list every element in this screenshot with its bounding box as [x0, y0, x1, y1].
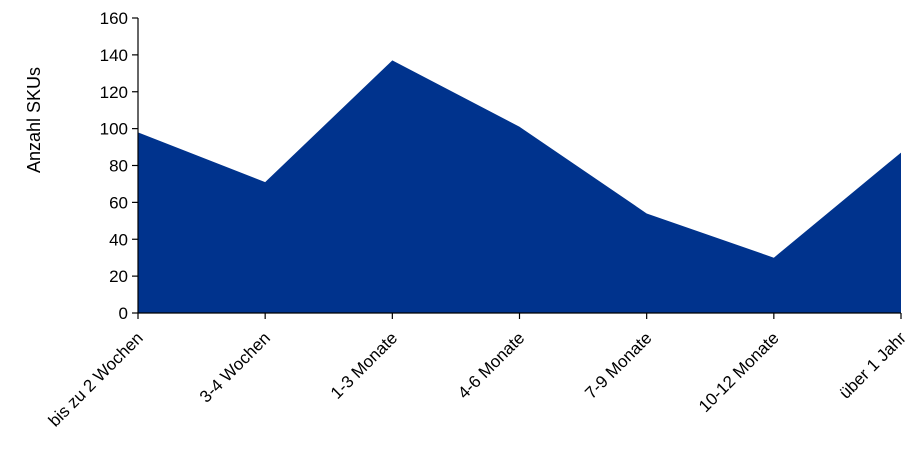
x-tick-label: 10-12 Monate — [695, 328, 783, 416]
y-tick-label: 100 — [100, 120, 128, 139]
y-tick-label: 60 — [109, 193, 128, 212]
x-tick-label: bis zu 2 Wochen — [45, 328, 147, 430]
y-tick-label: 160 — [100, 9, 128, 28]
y-tick-label: 140 — [100, 46, 128, 65]
y-ticks: 0 20 40 60 80 100 120 140 160 — [100, 9, 138, 323]
y-tick-label: 20 — [109, 267, 128, 286]
x-tick-label: 1-3 Monate — [327, 328, 401, 402]
y-tick-label: 120 — [100, 83, 128, 102]
area-layer — [138, 60, 901, 313]
area-series-1 — [138, 60, 901, 313]
x-tick-label: 3-4 Wochen — [196, 328, 274, 406]
x-ticks: bis zu 2 Wochen 3-4 Wochen 1-3 Monate 4-6 M… — [45, 313, 907, 430]
x-tick-label: über 1 Jahr — [836, 328, 907, 402]
y-tick-label: 0 — [119, 304, 128, 323]
y-tick-label: 80 — [109, 157, 128, 176]
x-tick-label: 7-9 Monate — [581, 328, 655, 402]
x-tick-label: 4-6 Monate — [454, 328, 528, 402]
y-tick-label: 40 — [109, 230, 128, 249]
y-axis-title: Anzahl SKUs — [24, 67, 44, 173]
